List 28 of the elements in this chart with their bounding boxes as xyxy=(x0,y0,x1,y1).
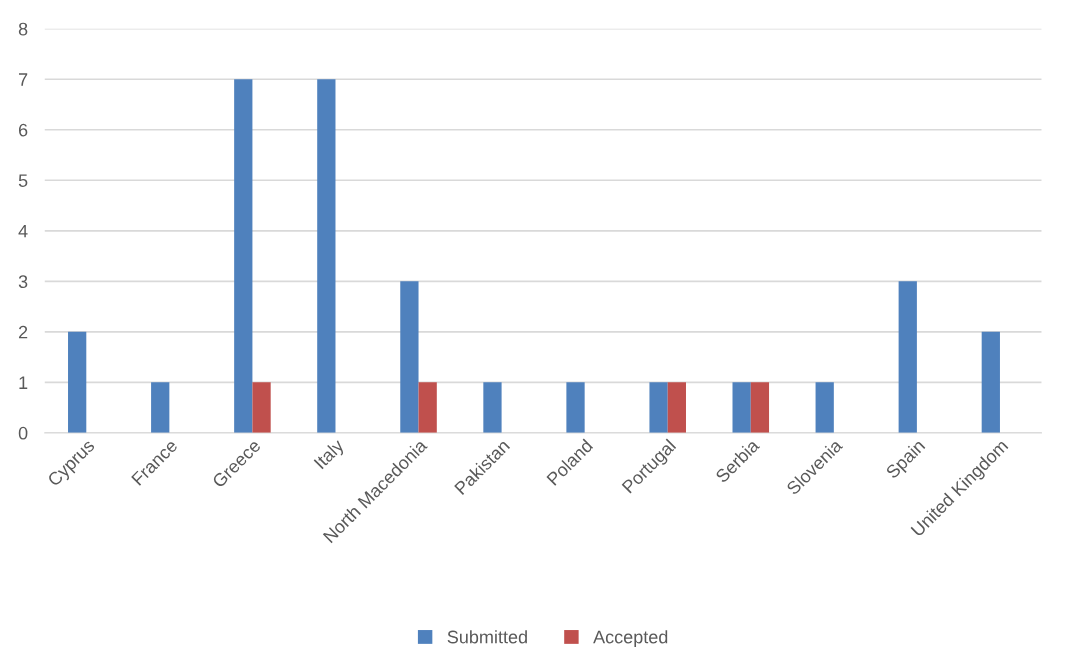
bar xyxy=(732,382,751,433)
bar xyxy=(252,382,271,433)
bar xyxy=(151,382,170,433)
y-tick-label: 0 xyxy=(18,426,28,440)
y-tick-label: 1 xyxy=(19,376,28,389)
bar xyxy=(815,382,834,433)
y-tick-label: 7 xyxy=(18,73,28,86)
bar xyxy=(667,382,686,433)
y-tick-label: 5 xyxy=(18,174,28,187)
bar xyxy=(68,331,87,433)
legend-label: Submitted xyxy=(447,630,527,644)
bar xyxy=(898,281,917,433)
y-tick-label: 6 xyxy=(18,123,28,137)
y-tick-label: 4 xyxy=(18,224,28,238)
y-tick-label: 3 xyxy=(18,275,28,289)
bar xyxy=(750,382,770,433)
bar xyxy=(418,382,437,433)
bar xyxy=(234,79,253,433)
bar xyxy=(400,281,419,433)
y-tick-label: 2 xyxy=(18,325,28,339)
y-tick-label: 8 xyxy=(18,22,28,36)
bar xyxy=(981,331,1000,433)
bar xyxy=(483,382,502,433)
legend-label: Accepted xyxy=(593,630,668,647)
x-tick-label: Italy xyxy=(313,437,348,472)
bar xyxy=(317,79,336,433)
bar xyxy=(649,382,668,433)
bar xyxy=(566,382,585,433)
